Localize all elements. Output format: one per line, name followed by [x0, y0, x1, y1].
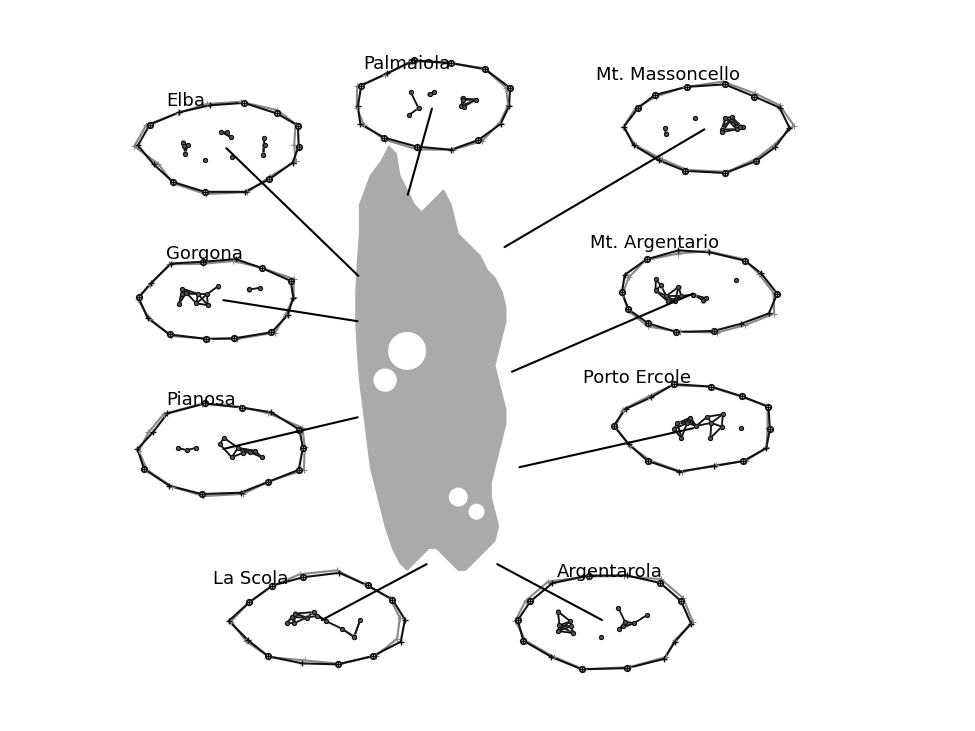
Circle shape [469, 504, 484, 519]
Text: Mt. Argentario: Mt. Argentario [590, 234, 719, 252]
Text: Palmaiola: Palmaiola [364, 55, 450, 73]
Text: Mt. Massoncello: Mt. Massoncello [596, 66, 740, 84]
Text: Gorgona: Gorgona [166, 245, 243, 263]
Polygon shape [356, 146, 506, 570]
Text: La Scola: La Scola [214, 570, 289, 588]
Text: Porto Ercole: Porto Ercole [582, 369, 690, 387]
Circle shape [389, 333, 425, 369]
Text: Argentarola: Argentarola [557, 563, 663, 581]
Circle shape [449, 488, 467, 506]
Text: Pianosa: Pianosa [166, 391, 236, 409]
Text: Elba: Elba [166, 91, 205, 110]
Circle shape [374, 369, 396, 391]
